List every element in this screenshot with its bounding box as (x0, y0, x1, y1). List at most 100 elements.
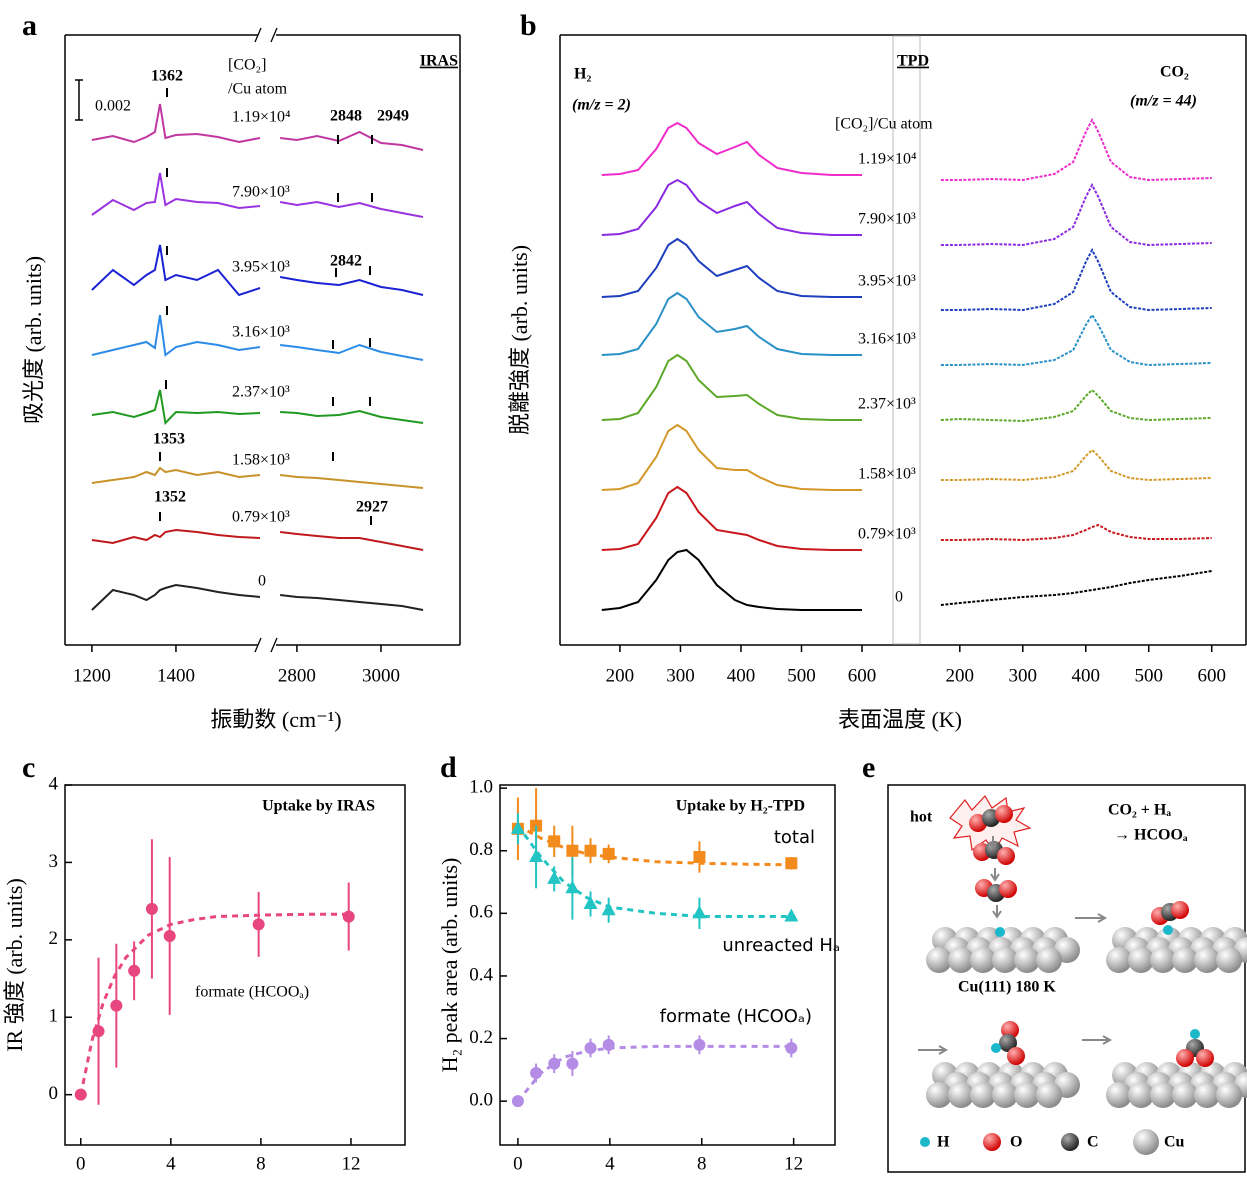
h2-trace (601, 423, 862, 491)
marker (601, 902, 616, 916)
marker (128, 964, 141, 977)
x-tick-label: 0 (76, 1153, 86, 1174)
series-label: formate (HCOOₐ) (195, 984, 309, 1001)
atom (983, 1133, 1001, 1151)
reaction: CO₂ + Hₐ (1108, 802, 1171, 819)
reaction: → HCOOₐ (1114, 827, 1188, 844)
marker (602, 1038, 615, 1051)
co2-trace (940, 388, 1212, 423)
series-label: 0.79×10³ (232, 509, 290, 526)
x-tick-label: 300 (1009, 665, 1038, 686)
series-label: 1.19×10⁴ (232, 109, 291, 126)
marker (584, 844, 597, 857)
spectrum (91, 389, 261, 426)
x-tick-label: 3000 (362, 665, 400, 686)
marker (785, 1041, 798, 1054)
y-tick-label: 0.0 (469, 1090, 493, 1111)
series-label: 1.19×10⁴ (858, 151, 917, 168)
atom (1171, 901, 1189, 919)
atom (995, 927, 1005, 937)
marker (566, 844, 579, 857)
x-axis-label: [CO₂] (/10³) /Cu atom (138, 1176, 333, 1180)
atom (1150, 947, 1176, 973)
spectrum (279, 276, 424, 296)
spectrum (91, 244, 261, 297)
atom (992, 947, 1018, 973)
atom (1216, 947, 1242, 973)
marker (693, 851, 706, 863)
h2-label: (m/z = 2) (572, 97, 631, 114)
spectrum (279, 130, 424, 151)
h2-trace (601, 178, 862, 236)
series-label: 2.37×10³ (858, 396, 916, 413)
h2-label: H₂ (574, 66, 591, 83)
co2-trace (940, 182, 1212, 247)
y-axis-label: 吸光度 (arb. units) (21, 256, 46, 424)
arrow-head (1102, 1035, 1113, 1045)
atom (920, 1137, 930, 1147)
spectrum (91, 583, 261, 611)
atom (1133, 1129, 1159, 1155)
co2-label: CO₂ (1160, 64, 1189, 81)
atom (1172, 1082, 1198, 1108)
marker (692, 905, 707, 919)
co2-trace (940, 523, 1212, 542)
series-label: 0 (895, 589, 903, 606)
legend-label: Cu (1164, 1134, 1185, 1151)
spectrum (279, 594, 424, 611)
x-axis-label: 振動数 (cm⁻¹) (210, 707, 341, 732)
series-label: 7.90×10³ (232, 184, 290, 201)
x-tick-label: 500 (1134, 665, 1163, 686)
panel-title: IRAS (420, 53, 458, 70)
marker (163, 929, 176, 942)
series-label: 3.16×10³ (858, 331, 916, 348)
axis-break (254, 27, 278, 653)
spectrum (279, 343, 424, 361)
marker (529, 849, 544, 862)
panel-label: c (22, 751, 35, 784)
atom (1150, 1082, 1176, 1108)
atom (1172, 947, 1198, 973)
spectrum (279, 531, 424, 551)
atom (1036, 947, 1062, 973)
series-label: formate (HCOOₐ) (660, 1006, 812, 1027)
fit-line (516, 1044, 794, 1103)
co2-trace (940, 448, 1212, 482)
x-tick-label: 12 (341, 1153, 360, 1174)
atom (1106, 947, 1132, 973)
marker (252, 918, 265, 931)
x-tick-label: 1200 (73, 665, 111, 686)
spectrum (91, 103, 261, 144)
atom (1176, 1049, 1194, 1067)
axis-break-box (892, 35, 921, 645)
co2-trace (940, 570, 1212, 606)
marker (74, 1088, 87, 1101)
x-tick-label: 8 (256, 1153, 266, 1174)
series-label: 0 (258, 573, 266, 590)
legend-label: O (1010, 1134, 1022, 1151)
panel-label: d (440, 751, 457, 784)
atom (992, 1082, 1018, 1108)
marker (548, 1057, 561, 1070)
series-label: 1.58×10³ (858, 466, 916, 483)
x-tick-label: 4 (166, 1153, 176, 1174)
series-label: 2.37×10³ (232, 384, 290, 401)
plot-frame (499, 784, 836, 1146)
marker (584, 1041, 597, 1054)
x-tick-label: 400 (1072, 665, 1101, 686)
x-tick-label: 300 (666, 665, 695, 686)
h2-trace (601, 353, 862, 421)
atom (1061, 1133, 1079, 1151)
x-tick-label: 12 (784, 1153, 803, 1174)
atom (1106, 1082, 1132, 1108)
marker (342, 910, 355, 923)
atom (1216, 1082, 1242, 1108)
marker (547, 870, 562, 884)
surface-label: Cu(111) 180 K (958, 979, 1056, 996)
y-tick-label: 2 (49, 928, 59, 949)
plot-frame (64, 784, 406, 1146)
atom (970, 1082, 996, 1108)
h2-trace (601, 121, 862, 176)
spectrum (91, 172, 261, 216)
